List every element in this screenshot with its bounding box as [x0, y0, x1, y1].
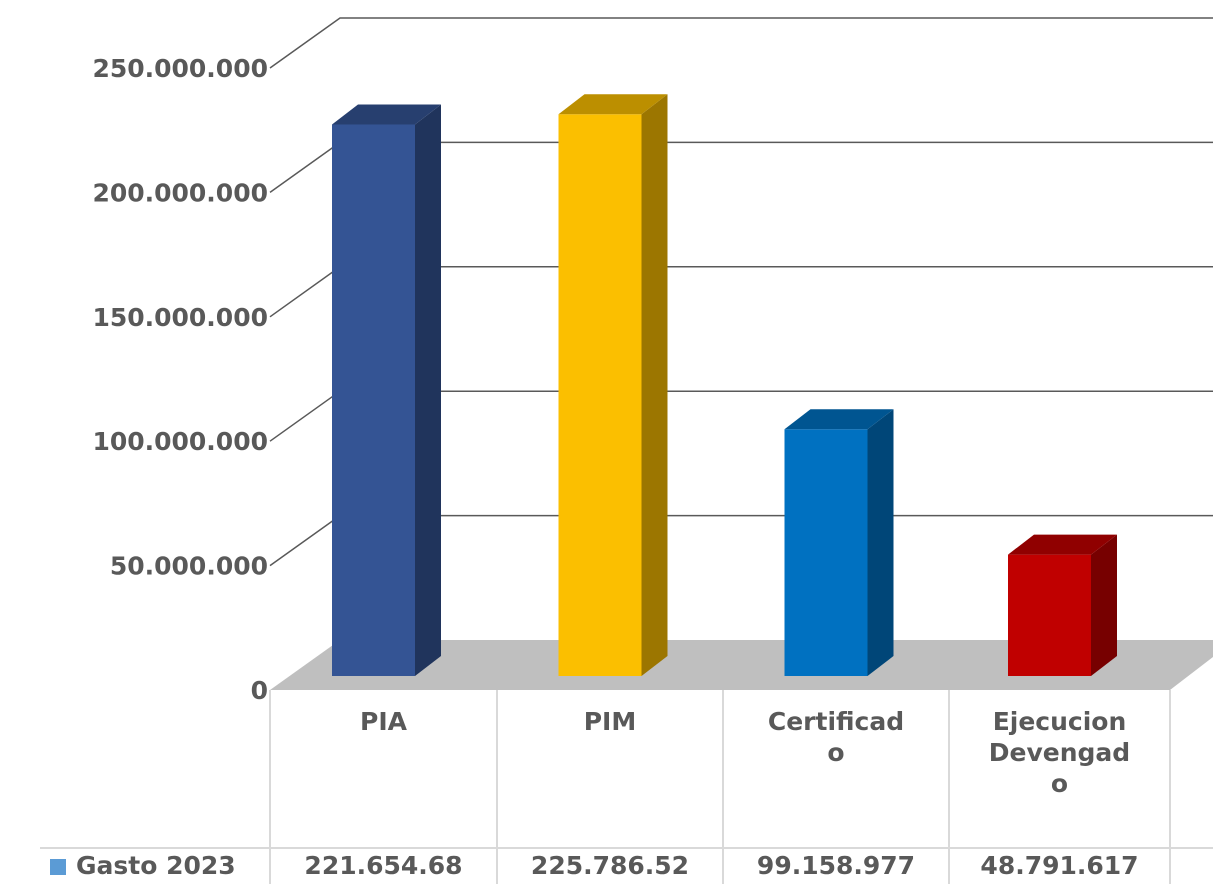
- y-tick-label: 200.000.000: [92, 178, 268, 207]
- bar-face: [558, 94, 668, 115]
- bar-face: [784, 409, 894, 430]
- bar-face: [867, 409, 894, 676]
- y-tick-label: 100.000.000: [92, 427, 268, 456]
- y-tick-label: 0: [251, 676, 268, 705]
- legend-label: Gasto 2023: [76, 851, 236, 880]
- bar-face: [332, 124, 415, 677]
- x-tick-label: Ejecucion Devengado: [988, 707, 1131, 798]
- x-tick-label: PIM: [583, 707, 637, 736]
- data-label: 221.654.68: [304, 851, 462, 880]
- bar-face: [1091, 534, 1117, 676]
- bar: [558, 94, 668, 676]
- bar: [332, 104, 441, 677]
- x-tick-label: PIA: [360, 707, 407, 736]
- floor: [270, 640, 1213, 690]
- data-label: 99.158.977: [757, 851, 915, 880]
- x-tick-label: Certificado: [767, 707, 905, 767]
- y-tick-label: 50.000.000: [110, 552, 268, 581]
- bar-face: [558, 114, 642, 676]
- bar: [784, 409, 894, 676]
- bar-face: [784, 429, 868, 676]
- y-tick-label: 150.000.000: [92, 303, 268, 332]
- bar: [1008, 534, 1117, 676]
- bar-face: [1008, 554, 1091, 676]
- legend-swatch: [50, 859, 66, 875]
- y-tick-label: 250.000.000: [92, 54, 268, 83]
- bar-face: [415, 104, 441, 677]
- data-label: 225.786.52: [531, 851, 689, 880]
- bar-face: [332, 104, 441, 125]
- data-label: 48.791.617: [980, 851, 1138, 880]
- bar-face: [1008, 534, 1117, 555]
- grid-line: [269, 17, 1213, 69]
- bar-face: [641, 94, 668, 676]
